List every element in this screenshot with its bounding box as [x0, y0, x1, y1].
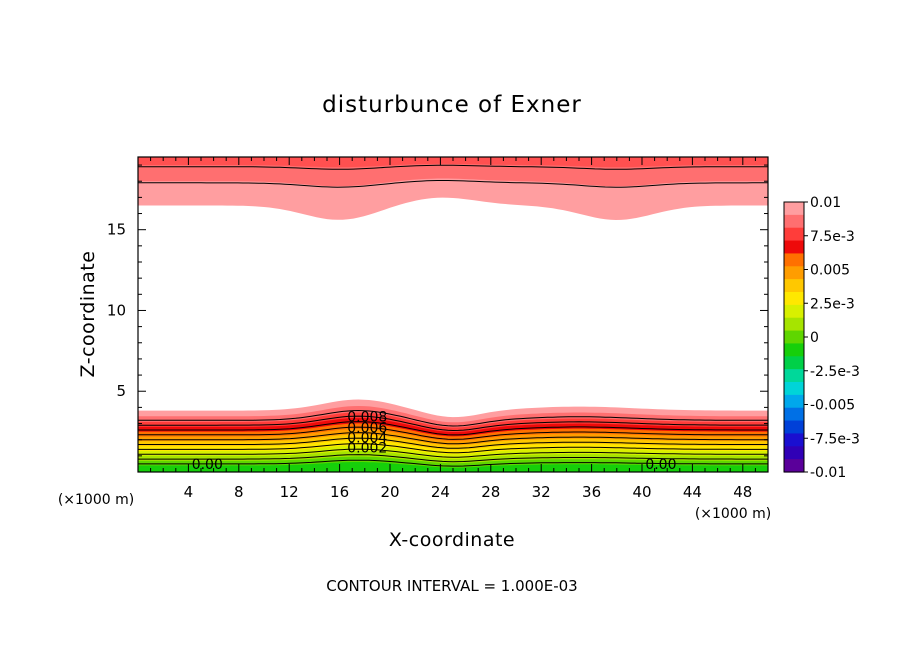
colorbar-label: -2.5e-3	[810, 364, 860, 380]
x-tick-label: 16	[330, 483, 349, 501]
colorbar-swatch	[784, 279, 804, 293]
colorbar-swatch	[784, 202, 804, 216]
contour-label-1: 0.006	[347, 420, 387, 436]
contour-line-bottom-4	[138, 432, 768, 445]
y-tick-label: 5	[116, 382, 126, 400]
contour-line-top-0	[138, 164, 768, 170]
x-tick-label: 12	[280, 483, 299, 501]
colorbar-swatch	[784, 227, 804, 242]
colorbar-label: 7.5e-3	[810, 229, 855, 245]
colorbar-swatch	[784, 317, 804, 332]
x-tick-label: 20	[380, 483, 399, 501]
x-tick-label: 44	[683, 483, 702, 501]
x-tick-labels: 4 8 12 16 20 24 28 32 36 40 44 48	[184, 483, 753, 501]
x-tick-label: 4	[184, 483, 194, 501]
colorbar-swatch	[784, 394, 804, 409]
colorbar-swatch	[784, 382, 804, 396]
contour-line-bottom-9	[138, 459, 768, 467]
colorbar-label: 0	[810, 330, 819, 346]
x-axis-label: X-coordinate	[389, 529, 515, 551]
colorbar-label: -0.01	[810, 465, 846, 481]
contour-line-bottom-1	[138, 415, 768, 432]
colorbar-swatch	[784, 343, 804, 357]
y-tick-label: 15	[107, 221, 126, 239]
colorbar-swatch	[784, 240, 804, 255]
axis-ticks	[137, 157, 769, 473]
colorbar-swatch	[784, 433, 804, 447]
colorbar-label: -0.005	[810, 398, 855, 414]
x-tick-label: 28	[481, 483, 500, 501]
x-tick-label: 8	[234, 483, 244, 501]
contour-line-top-1	[138, 180, 768, 188]
contour-line-bottom-2	[138, 421, 768, 436]
colorbar-swatch	[784, 420, 804, 435]
contour-label-3: 0.002	[347, 441, 387, 457]
chart-title: disturbunce of Exner	[322, 92, 582, 118]
x-unit-left: (×1000 m)	[58, 492, 134, 508]
colorbar-label: -7.5e-3	[810, 431, 860, 447]
contour-line-bottom-3	[138, 426, 768, 440]
colorbar-swatch	[784, 446, 804, 460]
x-tick-label: 48	[733, 483, 752, 501]
contour-interval-note: CONTOUR INTERVAL = 1.000E-03	[326, 577, 577, 595]
colorbar-label: 0.005	[810, 263, 850, 279]
y-tick-label: 10	[107, 302, 126, 320]
y-axis-label: Z-coordinate	[77, 251, 99, 378]
colorbar-label: 2.5e-3	[810, 296, 855, 312]
x-tick-label: 36	[582, 483, 601, 501]
x-unit-right: (×1000 m)	[695, 506, 771, 522]
contour-band-bottom-11	[138, 462, 768, 472]
contour-fills	[138, 157, 768, 472]
contour-line-bottom-7	[138, 448, 768, 458]
colorbar-labels: 0.01 7.5e-3 0.005 2.5e-3 0 -2.5e-3 -0.005 -7.5e…	[804, 195, 860, 481]
contour-line-bottom-8	[138, 454, 768, 463]
colorbar-swatch	[784, 407, 804, 422]
contour-label-5: 0.00	[645, 457, 676, 473]
contour-line-bottom-6	[138, 443, 768, 454]
contour-lines	[138, 164, 768, 467]
x-tick-label: 40	[632, 483, 651, 501]
contour-label-0: 0.008	[347, 410, 387, 426]
colorbar-swatch	[784, 459, 804, 473]
colorbar-label: 0.01	[810, 195, 841, 211]
colorbar-swatch	[784, 214, 804, 229]
contour-band-top-2	[138, 157, 768, 168]
contour-label-2: 0.004	[347, 431, 387, 447]
colorbar-swatch	[784, 356, 804, 370]
colorbar-swatch	[784, 292, 804, 306]
colorbar-swatch	[784, 253, 804, 267]
colorbar-swatch	[784, 369, 804, 383]
x-tick-label: 32	[532, 483, 551, 501]
colorbar-swatch	[784, 304, 804, 319]
colorbar	[783, 201, 805, 473]
contour-line-bottom-0	[138, 409, 768, 427]
contour-label-4: 0.00	[192, 457, 223, 473]
contour-line-bottom-5	[138, 437, 768, 449]
x-tick-label: 24	[431, 483, 450, 501]
y-tick-labels: 5 10 15	[107, 221, 126, 401]
colorbar-swatch	[784, 330, 804, 345]
colorbar-swatch	[784, 266, 804, 280]
